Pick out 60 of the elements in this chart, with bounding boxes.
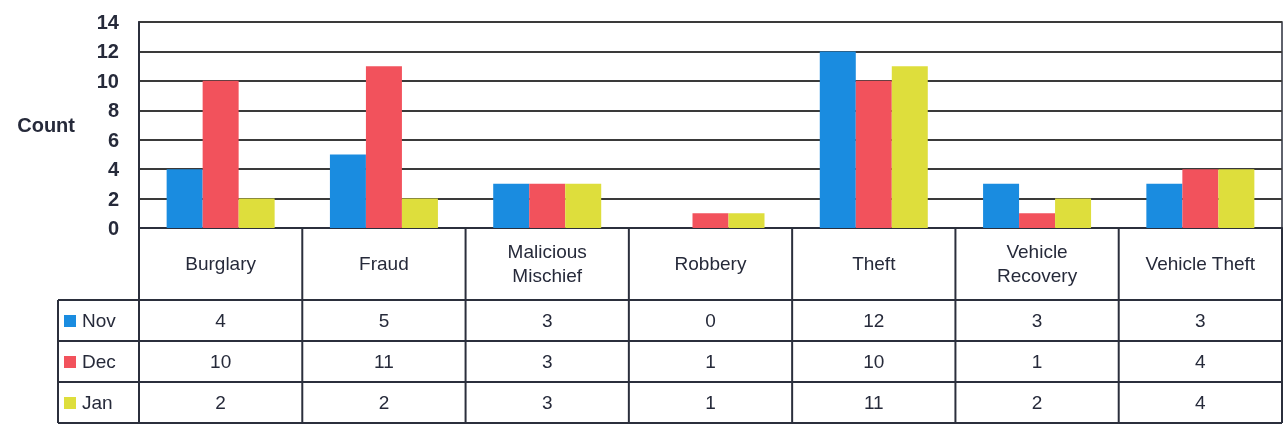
bar — [365, 66, 402, 228]
y-tick-label: 6 — [107, 128, 119, 151]
data-label: 2 — [214, 390, 227, 415]
data-label: 5 — [377, 308, 391, 333]
bar — [855, 80, 892, 228]
y-tick-label: 2 — [107, 187, 119, 210]
y-tick-label: 12 — [96, 40, 119, 63]
bar — [202, 80, 239, 228]
bar — [1055, 198, 1092, 228]
x-tick-label: Vehicle Theft — [1144, 252, 1257, 277]
bar — [401, 198, 438, 228]
bar — [166, 169, 203, 228]
bar — [329, 154, 366, 228]
bar — [819, 51, 856, 228]
data-label: 3 — [1194, 308, 1207, 333]
bar — [493, 183, 530, 228]
y-tick-label: 4 — [107, 158, 120, 181]
data-label: 1 — [704, 349, 717, 374]
y-tick-label: 14 — [96, 11, 120, 33]
x-tick-label: Fraud — [358, 252, 410, 277]
data-label: 10 — [209, 349, 233, 374]
y-tick-label: 8 — [107, 99, 119, 122]
data-label: 3 — [1030, 308, 1044, 333]
data-label: 1 — [1030, 349, 1044, 374]
y-tick-label: 10 — [96, 69, 119, 92]
bar — [238, 198, 275, 228]
legend-label: Nov — [82, 308, 116, 333]
data-label: 2 — [377, 390, 391, 415]
data-label: 11 — [373, 349, 395, 374]
data-label: 4 — [1194, 390, 1207, 415]
x-tick-label: Vehicle Recovery — [995, 240, 1079, 288]
data-label: 0 — [704, 308, 717, 333]
data-label: 3 — [540, 390, 554, 415]
data-label: 11 — [862, 390, 885, 415]
legend-label: Dec — [82, 349, 116, 374]
x-tick-label: Robbery — [673, 252, 748, 277]
y-tick-label: 0 — [107, 217, 119, 239]
data-label: 12 — [862, 308, 886, 333]
data-label: 4 — [1194, 349, 1207, 374]
bar — [1182, 169, 1219, 228]
bar — [1019, 213, 1056, 228]
data-label: 10 — [862, 349, 886, 374]
bar — [983, 183, 1020, 228]
x-tick-label: Malicious Mischief — [506, 240, 588, 288]
bar — [692, 213, 729, 228]
legend-label: Jan — [82, 390, 113, 415]
bar — [728, 213, 765, 228]
bar — [529, 183, 566, 228]
bar — [565, 183, 602, 228]
x-tick-label: Burglary — [184, 252, 257, 277]
data-label: 3 — [540, 308, 554, 333]
bar — [1218, 169, 1255, 228]
data-label: 3 — [540, 349, 554, 374]
data-label: 4 — [214, 308, 227, 333]
x-tick-label: Theft — [851, 252, 897, 277]
bar — [891, 66, 928, 228]
y-axis-title: Count — [17, 114, 76, 136]
data-label: 1 — [704, 390, 717, 415]
bar — [1146, 183, 1183, 228]
data-label: 2 — [1030, 390, 1044, 415]
